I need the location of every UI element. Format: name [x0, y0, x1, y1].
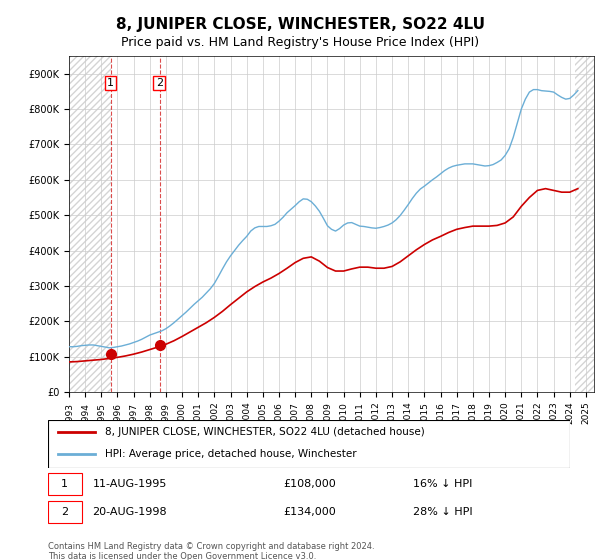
Text: 2: 2 — [156, 78, 163, 88]
Text: 16% ↓ HPI: 16% ↓ HPI — [413, 479, 473, 489]
Text: 1: 1 — [107, 78, 114, 88]
Text: £108,000: £108,000 — [283, 479, 335, 489]
Bar — [48, 473, 82, 495]
Bar — [575, 56, 594, 392]
Bar — [69, 56, 111, 392]
Text: 8, JUNIPER CLOSE, WINCHESTER, SO22 4LU (detached house): 8, JUNIPER CLOSE, WINCHESTER, SO22 4LU (… — [106, 427, 425, 437]
Text: Contains HM Land Registry data © Crown copyright and database right 2024.
This d: Contains HM Land Registry data © Crown c… — [48, 542, 374, 560]
Text: 28% ↓ HPI: 28% ↓ HPI — [413, 507, 473, 517]
Text: 2: 2 — [61, 507, 68, 517]
Text: HPI: Average price, detached house, Winchester: HPI: Average price, detached house, Winc… — [106, 449, 357, 459]
Text: 8, JUNIPER CLOSE, WINCHESTER, SO22 4LU: 8, JUNIPER CLOSE, WINCHESTER, SO22 4LU — [115, 17, 485, 32]
Text: 20-AUG-1998: 20-AUG-1998 — [92, 507, 167, 517]
Text: 11-AUG-1995: 11-AUG-1995 — [92, 479, 167, 489]
Text: Price paid vs. HM Land Registry's House Price Index (HPI): Price paid vs. HM Land Registry's House … — [121, 36, 479, 49]
Text: 1: 1 — [61, 479, 68, 489]
Bar — [48, 501, 82, 523]
Text: £134,000: £134,000 — [283, 507, 335, 517]
